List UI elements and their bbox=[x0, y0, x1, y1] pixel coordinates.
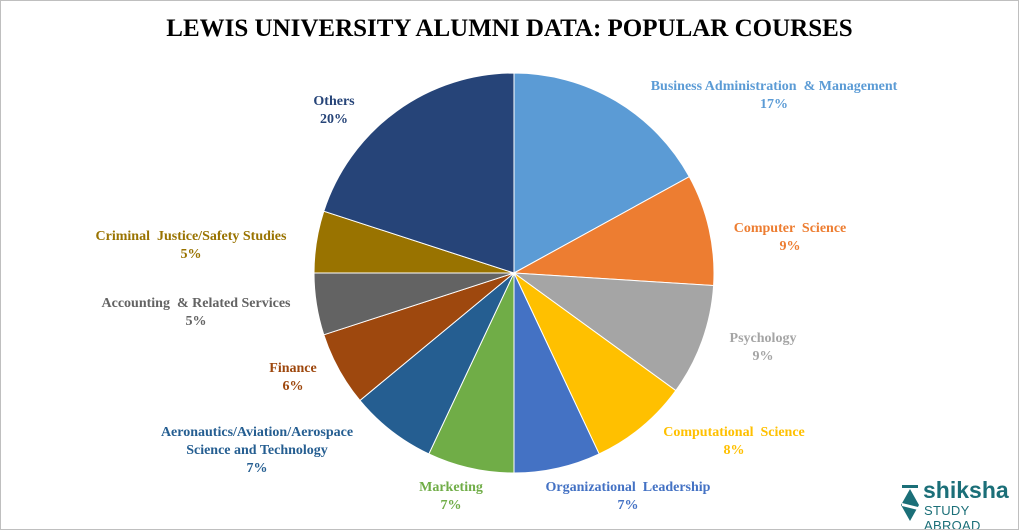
logo-subtitle: STUDY ABROAD bbox=[924, 503, 981, 530]
slice-label: Organizational Leadership 7% bbox=[546, 479, 711, 515]
slice-label-name: Finance bbox=[269, 361, 317, 376]
slice-label: Accounting & Related Services 5% bbox=[102, 295, 291, 331]
logo-name: shiksha bbox=[923, 477, 1009, 503]
slice-label-name: Organizational Leadership bbox=[545, 480, 711, 495]
slice-label: Finance 6% bbox=[269, 360, 316, 396]
slice-label-name: Psychology bbox=[729, 331, 797, 346]
pie-slice bbox=[512, 272, 715, 392]
slice-label: Marketing 7% bbox=[419, 479, 483, 515]
slice-label: Criminal Justice/Safety Studies 5% bbox=[96, 228, 287, 264]
slice-label-name: Aeronautics/Aviation/Aerospace Science a… bbox=[160, 425, 354, 458]
slice-label-name: Accounting & Related Services bbox=[101, 296, 291, 311]
pie-slice bbox=[513, 72, 690, 274]
slice-label: Aeronautics/Aviation/Aerospace Science a… bbox=[161, 424, 353, 478]
slice-label: Others 20% bbox=[313, 93, 354, 129]
pie-slice bbox=[513, 272, 677, 455]
slice-label-value: 17% bbox=[759, 97, 788, 112]
slice-label-value: 7% bbox=[617, 498, 639, 513]
slice-label-value: 8% bbox=[723, 443, 745, 458]
slice-label-value: 9% bbox=[752, 349, 774, 364]
slice-label-value: 9% bbox=[779, 239, 801, 254]
slice-label-value: 20% bbox=[320, 112, 348, 127]
slice-label-name: Criminal Justice/Safety Studies bbox=[95, 229, 287, 244]
slice-label-value: 7% bbox=[440, 498, 462, 513]
slice-label-name: Computer Science bbox=[733, 221, 847, 236]
slice-label-value: 5% bbox=[180, 247, 202, 262]
slice-label-name: Marketing bbox=[419, 480, 483, 495]
pie-slice bbox=[323, 72, 515, 274]
slice-label: Computational Science 8% bbox=[663, 424, 805, 460]
slice-label: Psychology 9% bbox=[730, 330, 797, 366]
chart-title: LEWIS UNIVERSITY ALUMNI DATA: POPULAR CO… bbox=[166, 15, 853, 42]
slice-label-value: 6% bbox=[282, 379, 304, 394]
slice-label-value: 5% bbox=[185, 314, 207, 329]
slice-label: Business Administration & Management 17% bbox=[651, 78, 898, 114]
shiksha-logo: shiksha STUDY ABROAD bbox=[899, 477, 1014, 529]
slice-label-name: Business Administration & Management bbox=[650, 79, 898, 94]
pen-nib-icon bbox=[901, 485, 919, 521]
slice-label: Computer Science 9% bbox=[734, 220, 847, 256]
slice-label-name: Others bbox=[313, 94, 355, 109]
pie-slice bbox=[512, 175, 715, 287]
slice-label-value: 7% bbox=[246, 461, 268, 476]
slice-label-name: Computational Science bbox=[663, 425, 805, 440]
